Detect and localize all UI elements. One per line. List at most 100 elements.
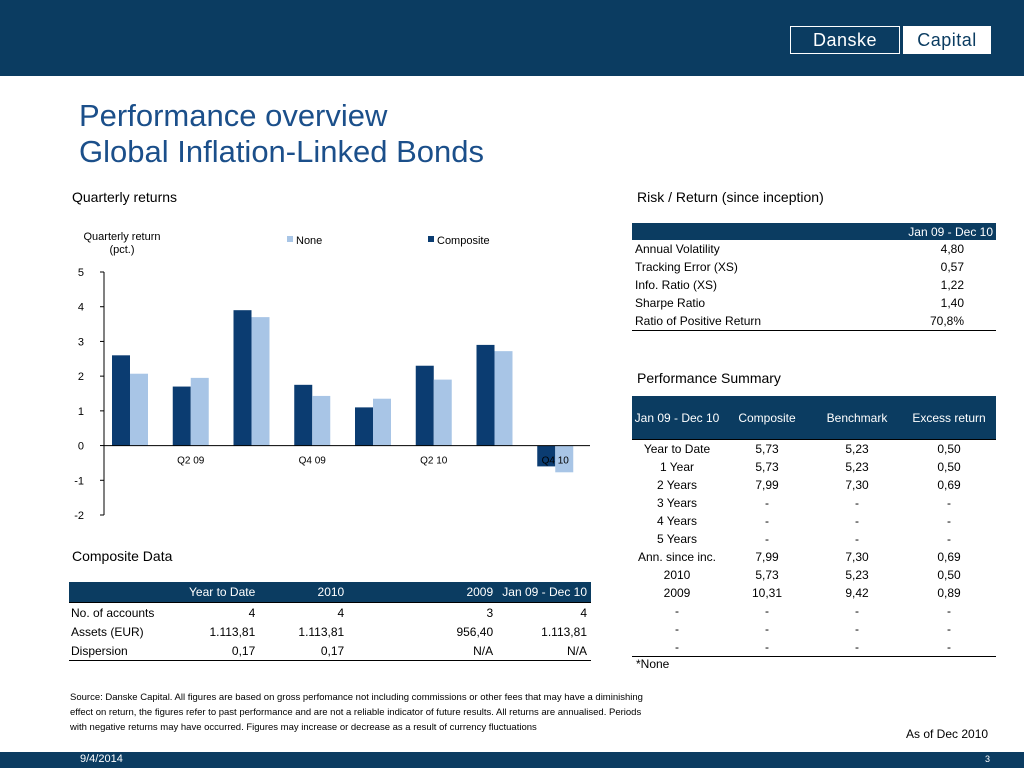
bar-none-q2-09 bbox=[190, 377, 209, 446]
table-row: Dispersion 0,17 0,17 N/A N/A bbox=[69, 641, 591, 661]
table-cell: 4 bbox=[580, 605, 587, 620]
table-cell: N/A bbox=[348, 641, 498, 661]
table-cell: 0,69 bbox=[937, 478, 961, 492]
footer-date: 9/4/2014 bbox=[80, 753, 123, 765]
header-excess-return: Excess return bbox=[902, 396, 996, 440]
table-cell: - bbox=[765, 622, 769, 636]
row-value: 0,57 bbox=[940, 260, 964, 274]
as-of-date: As of Dec 2010 bbox=[906, 727, 989, 741]
table-cell: Year to Date bbox=[643, 442, 711, 456]
bar-none-q4-09 bbox=[312, 395, 331, 446]
table-cell: - bbox=[902, 638, 996, 657]
table-cell: 7,30 bbox=[845, 478, 869, 492]
table-cell: 5,73 bbox=[755, 460, 779, 474]
bar-none-q1-10 bbox=[373, 398, 391, 446]
table-row: ---- bbox=[632, 620, 996, 638]
table-cell: 7,99 bbox=[755, 478, 779, 492]
header-blank bbox=[69, 582, 169, 603]
table-cell: 4 bbox=[248, 605, 256, 620]
bar-composite-q1-09 bbox=[112, 355, 130, 446]
table-row: 3 Years - - - bbox=[632, 494, 996, 512]
bar-composite-q4-10 bbox=[537, 445, 556, 467]
row-label: Ratio of Positive Return bbox=[632, 312, 872, 331]
row-value: 70,8% bbox=[871, 312, 996, 331]
source-line-2: effect on return, the figures refer to p… bbox=[70, 707, 642, 718]
logo-danske: Danske bbox=[790, 26, 900, 54]
table-cell: - bbox=[765, 514, 769, 528]
row-label: Info. Ratio (XS) bbox=[635, 278, 718, 292]
composite-data-body: No. of accounts 4 4 3 4 Assets (EUR) 1.113,81 1… bbox=[69, 603, 591, 661]
table-cell: 5,23 bbox=[845, 568, 869, 582]
y-axis-label-line-1: Quarterly return bbox=[83, 231, 160, 243]
row-value: 1,22 bbox=[940, 278, 964, 292]
table-cell: 5 Years bbox=[656, 532, 698, 546]
bar-none-q3-10 bbox=[494, 351, 513, 446]
header-period: Jan 09 - Dec 10 bbox=[632, 396, 722, 440]
table-cell: Dispersion bbox=[69, 641, 169, 661]
table-cell: - bbox=[947, 496, 951, 510]
table-cell: - bbox=[765, 496, 769, 510]
header-since-inception: Jan 09 - Dec 10 bbox=[497, 582, 591, 603]
bar-none-q1-09 bbox=[130, 373, 148, 446]
table-cell: 7,30 bbox=[845, 550, 869, 564]
table-cell: 7,99 bbox=[755, 550, 779, 564]
chart-axes bbox=[103, 272, 590, 515]
table-cell: 5,73 bbox=[755, 442, 779, 456]
table-cell: 5,73 bbox=[755, 568, 779, 582]
table-cell: 3 Years bbox=[656, 496, 698, 510]
bar-composite-q3-10 bbox=[476, 344, 495, 446]
table-cell: 0,50 bbox=[937, 442, 961, 456]
table-cell: 0,69 bbox=[937, 550, 961, 564]
y-tick-label: 2 bbox=[78, 371, 84, 383]
table-cell: - bbox=[855, 496, 859, 510]
table-cell: Ann. since inc. bbox=[637, 550, 717, 564]
table-cell: 5,23 bbox=[845, 442, 869, 456]
table-cell: - bbox=[947, 622, 951, 636]
top-banner: Danske Capital bbox=[0, 0, 1024, 76]
performance-summary-table: Jan 09 - Dec 10 Composite Benchmark Exce… bbox=[632, 396, 996, 657]
table-row: Assets (EUR) 1.113,81 1.113,81 956,40 1.113,… bbox=[69, 622, 591, 641]
source-note: Source: Danske Capital. All figures are … bbox=[70, 690, 720, 735]
table-cell: - bbox=[675, 604, 679, 618]
header-composite: Composite bbox=[722, 396, 812, 440]
title-line-1: Performance overview bbox=[79, 98, 388, 133]
composite-data-header-row: Year to Date 2010 2009 Jan 09 - Dec 10 bbox=[69, 582, 591, 603]
header-benchmark: Benchmark bbox=[812, 396, 902, 440]
quarterly-returns-title: Quarterly returns bbox=[72, 189, 178, 205]
table-cell: - bbox=[632, 638, 722, 657]
table-cell: Assets (EUR) bbox=[71, 624, 144, 639]
risk-return-header-row: Jan 09 - Dec 10 bbox=[632, 223, 996, 240]
legend-swatch bbox=[287, 236, 293, 242]
table-cell: - bbox=[722, 638, 812, 657]
bar-none-q3-09 bbox=[251, 317, 270, 446]
table-cell: - bbox=[812, 638, 902, 657]
chart-legend: None Composite bbox=[287, 235, 490, 247]
table-cell: 2 Years bbox=[656, 478, 698, 492]
table-row: 2010 5,73 5,23 0,50 bbox=[632, 566, 996, 584]
table-cell: - bbox=[675, 622, 679, 636]
table-row: No. of accounts 4 4 3 4 bbox=[69, 603, 591, 623]
table-cell: No. of accounts bbox=[71, 605, 155, 620]
x-tick-label: Q2 09 bbox=[177, 456, 205, 467]
table-row: 5 Years - - - bbox=[632, 530, 996, 548]
legend-swatch bbox=[428, 236, 434, 242]
bottom-banner bbox=[0, 752, 1024, 768]
table-row: Ann. since inc. 7,99 7,30 0,69 bbox=[632, 548, 996, 566]
table-cell: - bbox=[947, 532, 951, 546]
risk-return-table: Jan 09 - Dec 10 Annual Volatility 4,80 Tr… bbox=[632, 223, 996, 331]
table-row: ---- bbox=[632, 638, 996, 657]
performance-summary-title: Performance Summary bbox=[637, 370, 781, 386]
bar-composite-q3-09 bbox=[233, 310, 252, 446]
performance-footnote: *None bbox=[636, 657, 670, 671]
table-cell: - bbox=[855, 514, 859, 528]
table-row: 4 Years - - - bbox=[632, 512, 996, 530]
bar-none-q4-10 bbox=[555, 445, 574, 473]
y-axis-ticks: 5 4 3 2 1 0 -1 -2 bbox=[74, 267, 104, 522]
table-cell: 1.113,81 bbox=[209, 624, 256, 639]
row-label: Tracking Error (XS) bbox=[635, 260, 738, 274]
row-value: 4,80 bbox=[940, 242, 964, 256]
x-tick-label: Q4 09 bbox=[299, 456, 327, 467]
page-number: 3 bbox=[985, 754, 991, 764]
table-cell: - bbox=[765, 604, 769, 618]
y-tick-label: 0 bbox=[78, 441, 84, 453]
